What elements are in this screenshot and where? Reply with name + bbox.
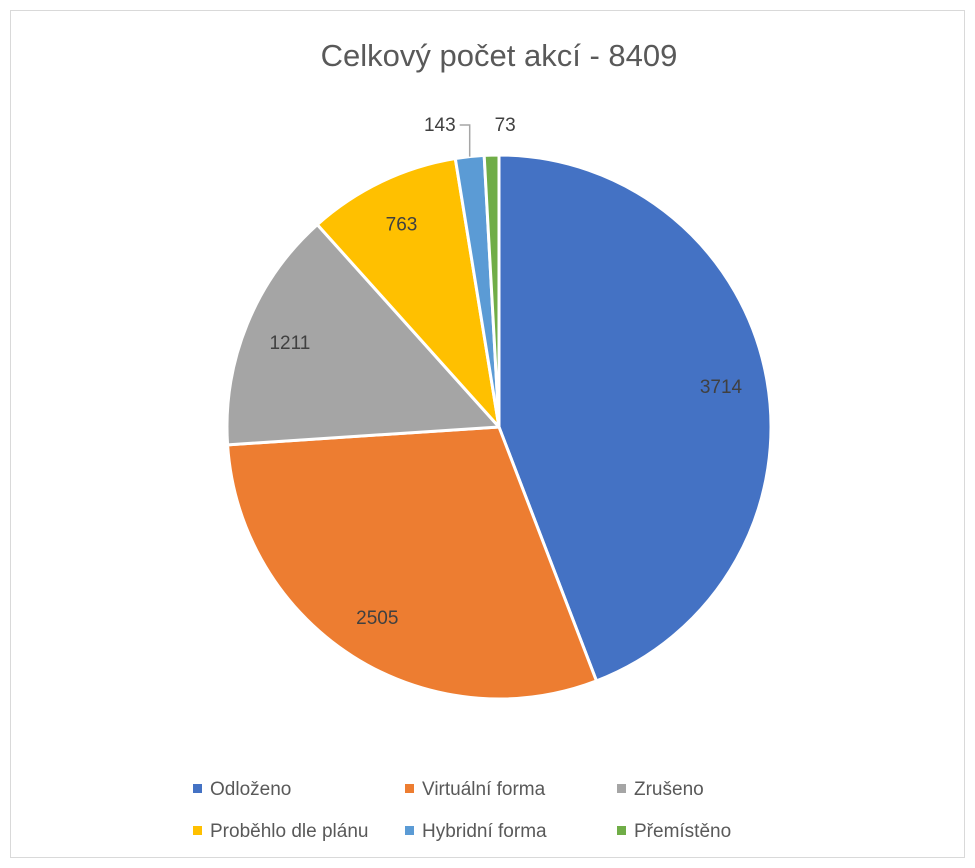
legend: Odloženo Virtuální forma Zrušeno Proběhlo d… <box>193 779 731 842</box>
leader-line-hybridni-forma <box>459 124 471 157</box>
legend-label-probehlo-dle-planu: Proběhlo dle plánu <box>210 821 368 842</box>
chart-title: Celkový počet akcí - 8409 <box>321 38 678 73</box>
data-label-zruseno: 1211 <box>269 333 310 354</box>
legend-swatch-zruseno <box>617 784 626 793</box>
legend-label-premisteno: Přemístěno <box>634 821 731 842</box>
legend-swatch-probehlo-dle-planu <box>193 826 202 835</box>
legend-swatch-premisteno <box>617 826 626 835</box>
data-label-probehlo-dle-planu: 763 <box>386 214 418 235</box>
legend-swatch-odlozeno <box>193 784 202 793</box>
pie-slices <box>225 153 773 701</box>
data-label-virtualni-forma: 2505 <box>356 608 398 629</box>
data-label-odlozeno: 3714 <box>700 377 743 398</box>
slice-premisteno <box>482 153 501 429</box>
slice-virtualni-forma <box>226 425 598 701</box>
data-labels: 3714 2505 1211 763 143 73 <box>269 115 742 629</box>
legend-label-odlozeno: Odloženo <box>210 779 291 800</box>
legend-label-zruseno: Zrušeno <box>634 779 704 800</box>
legend-label-hybridni-forma: Hybridní forma <box>422 821 547 842</box>
slice-probehlo-dle-planu <box>315 157 501 429</box>
legend-swatch-hybridni-forma <box>405 826 414 835</box>
slice-odlozeno <box>497 153 773 683</box>
legend-swatch-virtualni-forma <box>405 784 414 793</box>
legend-label-virtualni-forma: Virtuální forma <box>422 779 546 800</box>
data-label-hybridni-forma: 143 <box>424 115 456 136</box>
slice-zruseno <box>225 223 501 447</box>
data-label-premisteno: 73 <box>495 115 516 136</box>
